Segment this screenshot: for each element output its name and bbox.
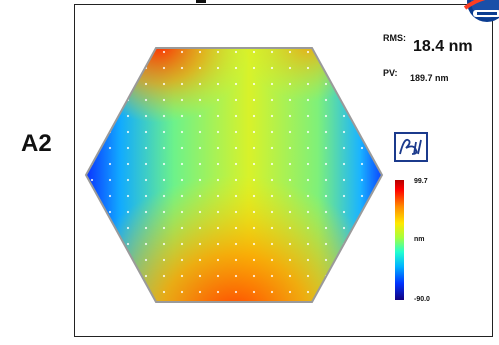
colorbar [395,180,404,300]
pv-label: PV: [383,68,398,78]
colorbar-min-label: -90.0 [414,296,430,303]
colorbar-unit-label: nm [414,236,425,243]
nasa-logo-icon [463,0,499,22]
rms-value: 18.4 nm [413,38,473,55]
mirror-segment-surface-map [84,47,384,303]
top-dash-mark [196,0,206,3]
pv-value: 189.7 nm [410,73,449,83]
ball-logo-icon [394,132,428,162]
panel-label: A2 [21,130,52,157]
rms-label: RMS: [383,33,406,43]
colorbar-max-label: 99.7 [414,178,428,185]
